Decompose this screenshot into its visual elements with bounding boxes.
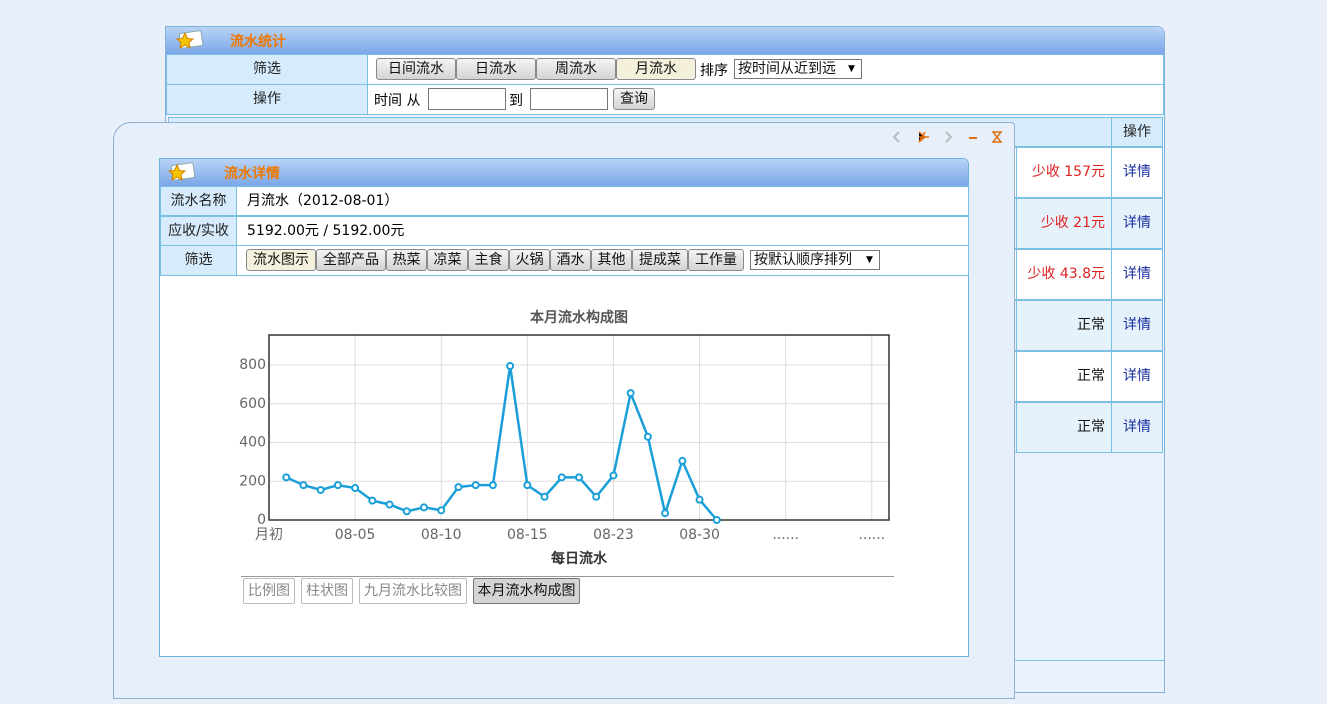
detail-link[interactable]: 详情 [1111,300,1163,351]
info-label: 应收/实收 [160,215,237,246]
time-to-label: 到 [509,93,523,109]
detail-link[interactable]: 详情 [1111,402,1163,453]
filter-button[interactable]: 日流水 [456,58,536,80]
info-label: 流水名称 [160,186,237,216]
query-button[interactable]: 查询 [613,88,655,110]
chart-tab[interactable]: 比例图 [243,578,295,604]
detail-link[interactable]: 详情 [1111,351,1163,402]
table-header-action: 操作 [1111,117,1163,147]
filter-button[interactable]: 月流水 [616,58,696,80]
chart-tab[interactable]: 九月流水比较图 [359,578,467,604]
select-arrow: ▼ [848,64,855,74]
status-cell: 正常 [1016,351,1112,402]
detail-link[interactable]: 详情 [1111,147,1163,198]
detail-title: 流水详情 [224,166,280,182]
sort-select[interactable]: 按默认顺序排列 [750,250,880,270]
star-icon [174,29,204,51]
detail-link[interactable]: 详情 [1111,249,1163,300]
filter-button[interactable]: 热菜 [386,249,427,271]
window-controls [889,128,1009,146]
chart-tab[interactable]: 本月流水构成图 [473,578,580,604]
filter-button[interactable]: 主食 [468,249,509,271]
filter-button[interactable]: 酒水 [550,249,591,271]
status-cell: 少收 157元 [1016,147,1112,198]
detail-header [160,159,968,186]
filter-button[interactable]: 火锅 [509,249,550,271]
sort-label: 排序 [700,63,728,79]
status-cell: 少收 43.8元 [1016,249,1112,300]
filter-label: 筛选 [160,245,237,276]
controls-icons[interactable] [889,128,1009,146]
select-arrow: ▼ [866,255,873,265]
chart-tab[interactable]: 柱状图 [301,578,353,604]
status-cell: 少收 21元 [1016,198,1112,249]
time-from-label: 时间 从 [374,93,421,109]
filter-button[interactable]: 周流水 [536,58,616,80]
time-to-input[interactable] [530,88,608,110]
filter-button[interactable]: 其他 [591,249,632,271]
status-cell: 正常 [1016,402,1112,453]
detail-panel: 流水详情流水名称 月流水（2012-08-01） 应收/实收 5192.00元 / 5… [159,158,969,657]
time-from-input[interactable] [428,88,506,110]
info-value: 5192.00元 / 5192.00元 [236,215,969,246]
status-cell: 正常 [1016,300,1112,351]
filter-button[interactable]: 全部产品 [316,249,386,271]
panel-title: 流水统计 [230,34,286,50]
panel-header [166,27,1164,54]
filter-button[interactable]: 日间流水 [376,58,456,80]
filter-button[interactable]: 凉菜 [427,249,468,271]
sort-select[interactable]: 按时间从近到远 [734,59,862,79]
filter-label: 筛选 [166,54,368,85]
tab-line [241,576,894,577]
filter-button[interactable]: 工作量 [688,249,744,271]
action-label: 操作 [166,84,368,115]
filter-button[interactable]: 提成菜 [632,249,688,271]
info-value: 月流水（2012-08-01） [236,186,969,216]
filter-button[interactable]: 流水图示 [246,249,316,271]
detail-link[interactable]: 详情 [1111,198,1163,249]
star-icon [166,161,196,183]
